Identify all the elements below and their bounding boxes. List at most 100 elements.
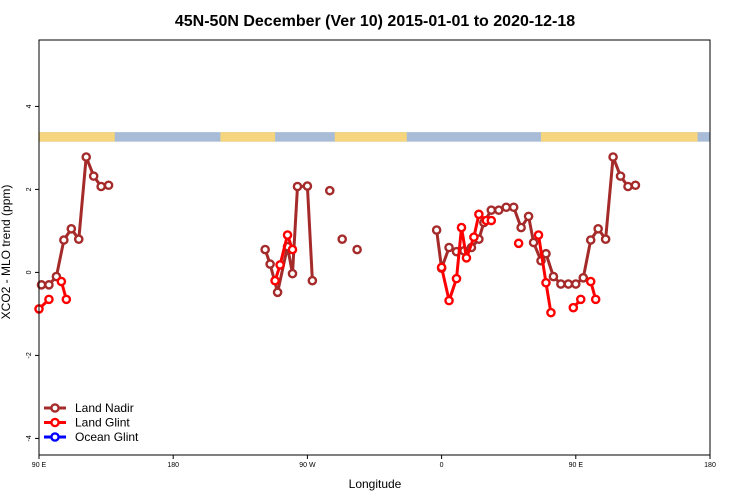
data-point: [474, 209, 484, 220]
data-point: [436, 262, 447, 273]
land-band-segment: [334, 132, 407, 142]
data-point: [352, 244, 362, 255]
y-tick-label: 0: [26, 270, 33, 274]
data-point: [461, 253, 472, 263]
data-point: [260, 244, 270, 255]
data-point: [88, 171, 99, 181]
series-layer: [34, 152, 641, 318]
land-band-segment: [541, 132, 698, 142]
data-point: [593, 224, 603, 234]
data-point: [270, 275, 280, 286]
x-axis-label: Longitude: [349, 477, 402, 491]
series-line: [537, 234, 553, 313]
data-point: [563, 279, 574, 289]
data-point: [486, 205, 497, 215]
y-tick-label: 4: [26, 104, 33, 108]
land-band-segment: [39, 132, 115, 142]
data-point: [275, 260, 285, 270]
series-land-glint: [34, 209, 601, 318]
data-point: [493, 205, 504, 215]
plot-frame: [38, 39, 711, 456]
data-point: [302, 181, 313, 191]
legend-marker: [50, 403, 60, 413]
data-point: [501, 202, 512, 213]
land-ocean-band: [39, 132, 710, 142]
data-point: [272, 287, 283, 298]
data-point: [61, 294, 72, 305]
y-tick-label: -2: [26, 352, 33, 358]
legend-marker: [50, 417, 60, 428]
data-point: [56, 276, 67, 287]
data-point: [451, 273, 462, 284]
legend-item: Land Glint: [44, 416, 130, 430]
data-point: [265, 259, 275, 269]
data-point: [528, 237, 539, 248]
data-point: [292, 181, 303, 192]
series-land-nadir: [36, 152, 641, 298]
data-point: [81, 152, 92, 162]
data-point: [516, 222, 526, 233]
data-point: [469, 232, 479, 242]
data-point: [456, 222, 467, 233]
data-point: [66, 224, 77, 234]
data-point: [615, 171, 626, 181]
x-tick-label: 0: [440, 462, 444, 469]
data-point: [73, 234, 84, 244]
data-point: [287, 244, 298, 255]
data-point: [541, 277, 551, 288]
data-point: [556, 279, 566, 289]
legend-marker: [50, 432, 60, 442]
legend-label: Land Glint: [75, 416, 130, 430]
data-point: [444, 295, 454, 306]
data-point: [533, 230, 544, 240]
data-point: [282, 230, 293, 240]
x-tick-label: 90 E: [32, 462, 47, 469]
series-line: [435, 155, 636, 286]
chart-title: 45N-50N December (Ver 10) 2015-01-01 to …: [175, 13, 575, 30]
data-point: [568, 302, 579, 313]
axes-layer: 90 E 180 90 W 0 90 E 180 -4 -2 0 2 4: [26, 39, 716, 469]
legend-item: Ocean Glint: [44, 430, 139, 444]
data-point: [608, 152, 618, 162]
data-point: [444, 242, 454, 253]
data-point: [578, 272, 589, 283]
data-point: [431, 225, 442, 235]
series-line: [273, 233, 294, 282]
data-point: [103, 180, 114, 191]
data-point: [623, 181, 633, 192]
data-point: [590, 294, 601, 305]
land-band-segment: [220, 132, 276, 142]
data-point: [523, 211, 534, 222]
data-point: [486, 215, 497, 226]
data-point: [585, 235, 596, 245]
data-point: [337, 234, 347, 244]
y-tick-label: -4: [26, 435, 33, 441]
data-point: [630, 180, 641, 191]
data-point: [287, 268, 298, 279]
x-tick-label: 90 W: [299, 462, 316, 469]
legend-label: Land Nadir: [75, 401, 134, 415]
data-point: [508, 202, 519, 213]
series-line: [41, 155, 109, 287]
legend-label: Ocean Glint: [75, 430, 139, 444]
data-point: [44, 280, 54, 290]
data-point: [585, 276, 596, 287]
data-point: [59, 235, 69, 245]
data-point: [307, 275, 318, 286]
x-tick-label: 180: [704, 462, 716, 469]
legend-item: Land Nadir: [44, 401, 134, 415]
data-point: [546, 307, 556, 318]
data-point: [600, 234, 611, 244]
data-point: [44, 294, 54, 305]
data-point: [575, 294, 586, 305]
y-axis-label: XCO2 - MLO trend (ppm): [0, 185, 13, 320]
data-point: [324, 185, 335, 196]
data-point: [571, 279, 581, 289]
data-point: [541, 248, 551, 259]
data-point: [548, 271, 559, 282]
data-point: [96, 181, 106, 192]
x-tick-label: 180: [167, 462, 179, 469]
